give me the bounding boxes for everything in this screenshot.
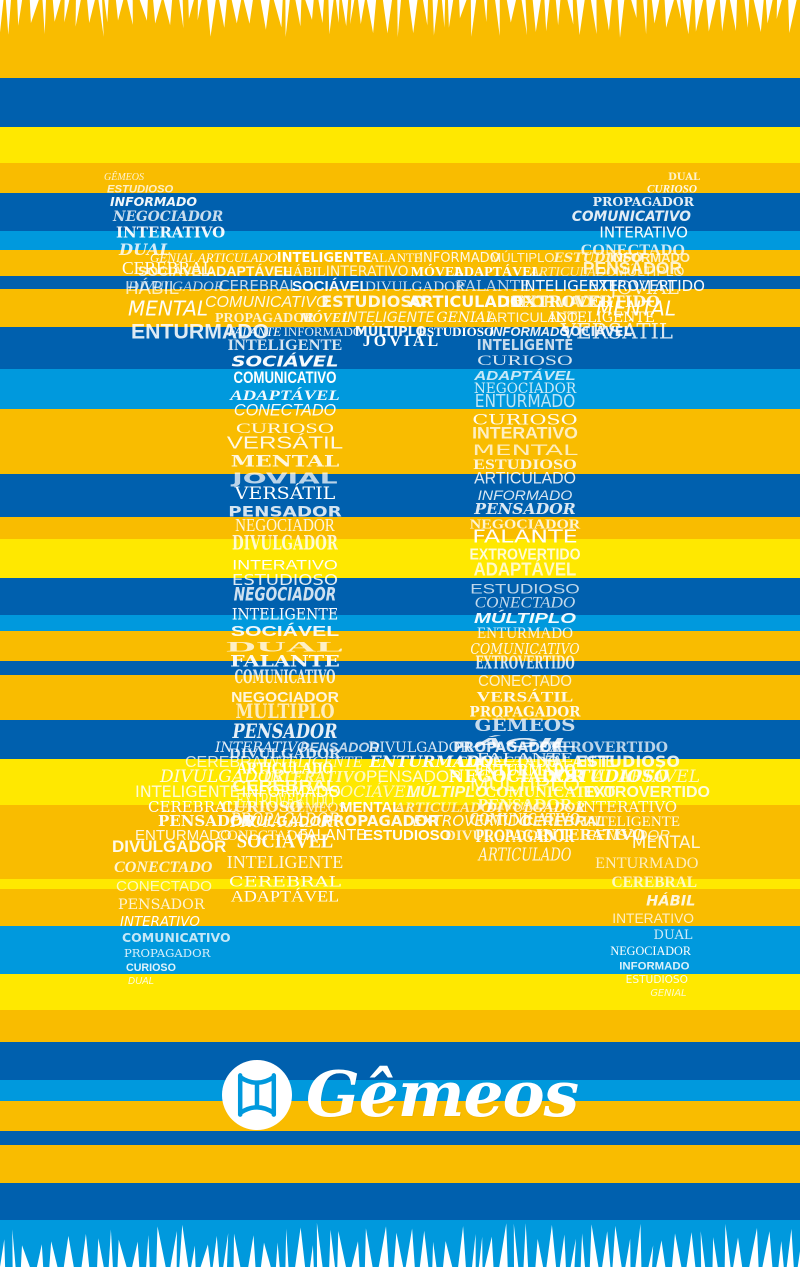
stripe (0, 1080, 800, 1101)
stripe (0, 720, 800, 759)
stripe (0, 1042, 800, 1080)
stripe (0, 1010, 800, 1042)
stripe (0, 127, 800, 163)
stripe (0, 78, 800, 127)
stripe (0, 759, 800, 805)
stripe (0, 163, 800, 193)
brand-logo: Gêmeos (0, 1042, 800, 1147)
stripe (0, 289, 800, 327)
stripe (0, 631, 800, 661)
fringe-top (0, 0, 800, 40)
stripe (0, 327, 800, 369)
brand-wordmark: Gêmeos (305, 1057, 579, 1131)
stripe (0, 231, 800, 250)
stripe (0, 517, 800, 539)
stripe (0, 539, 800, 578)
stripe (0, 926, 800, 974)
stripe (0, 889, 800, 926)
stripe (0, 1131, 800, 1145)
stripe (0, 193, 800, 231)
stripe (0, 879, 800, 889)
stripe (0, 1101, 800, 1131)
stripe (0, 250, 800, 276)
stripe (0, 369, 800, 409)
stripe (0, 615, 800, 631)
stripe (0, 661, 800, 675)
stripe (0, 409, 800, 474)
stripe (0, 578, 800, 615)
fringe-bottom (0, 1220, 800, 1267)
stripe (0, 276, 800, 289)
stripe (0, 1183, 800, 1220)
stripe (0, 974, 800, 1010)
stripe (0, 805, 800, 879)
stripe (0, 1145, 800, 1183)
stripe (0, 474, 800, 517)
gemini-zodiac-glyph-icon (221, 1059, 292, 1130)
stripe (0, 675, 800, 720)
